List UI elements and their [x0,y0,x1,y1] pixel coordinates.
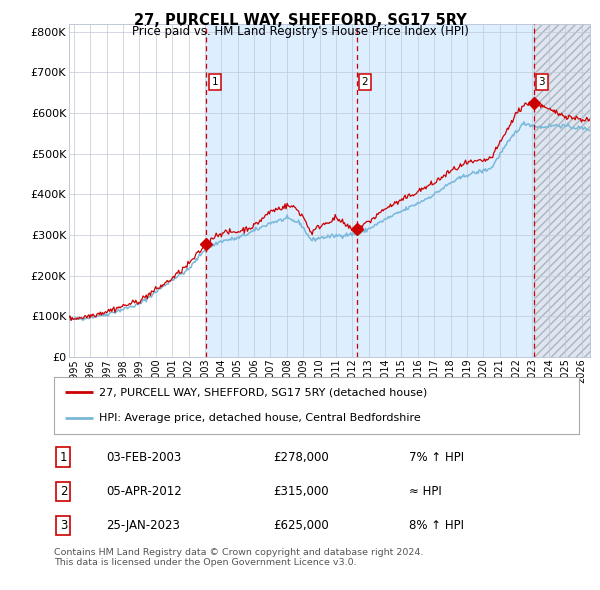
Text: Price paid vs. HM Land Registry's House Price Index (HPI): Price paid vs. HM Land Registry's House … [131,25,469,38]
Text: 27, PURCELL WAY, SHEFFORD, SG17 5RY: 27, PURCELL WAY, SHEFFORD, SG17 5RY [134,13,466,28]
Text: 2: 2 [59,485,67,498]
Text: 3: 3 [539,77,545,87]
Bar [206,24,357,357]
Text: £278,000: £278,000 [273,451,329,464]
Bar [357,24,533,357]
Text: £625,000: £625,000 [273,519,329,532]
Text: 7% ↑ HPI: 7% ↑ HPI [409,451,464,464]
Text: ≈ HPI: ≈ HPI [409,485,442,498]
Bar [533,24,590,357]
Text: 1: 1 [59,451,67,464]
Text: 25-JAN-2023: 25-JAN-2023 [106,519,180,532]
Text: 27, PURCELL WAY, SHEFFORD, SG17 5RY (detached house): 27, PURCELL WAY, SHEFFORD, SG17 5RY (det… [98,387,427,397]
Text: 05-APR-2012: 05-APR-2012 [106,485,182,498]
Text: 1: 1 [211,77,218,87]
Text: 3: 3 [60,519,67,532]
Text: 03-FEB-2003: 03-FEB-2003 [106,451,181,464]
Text: HPI: Average price, detached house, Central Bedfordshire: HPI: Average price, detached house, Cent… [98,414,421,424]
Text: 8% ↑ HPI: 8% ↑ HPI [409,519,464,532]
Text: 2: 2 [362,77,368,87]
Bar [533,24,590,357]
Text: £315,000: £315,000 [273,485,329,498]
Text: Contains HM Land Registry data © Crown copyright and database right 2024.
This d: Contains HM Land Registry data © Crown c… [54,548,424,567]
